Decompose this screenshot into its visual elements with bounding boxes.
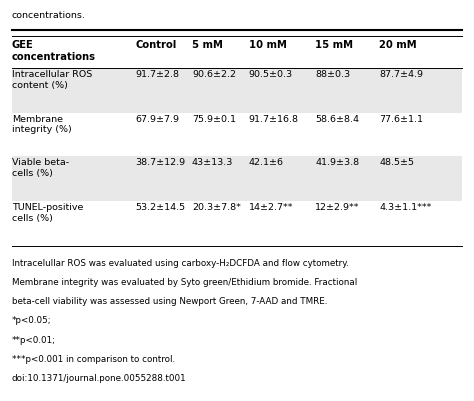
Text: 75.9±0.1: 75.9±0.1 — [192, 115, 236, 124]
Text: GEE
concentrations: GEE concentrations — [12, 40, 96, 62]
Text: **p<0.01;: **p<0.01; — [12, 336, 56, 344]
Text: 87.7±4.9: 87.7±4.9 — [379, 70, 423, 79]
Text: 53.2±14.5: 53.2±14.5 — [135, 203, 185, 212]
Text: Intracellular ROS
content (%): Intracellular ROS content (%) — [12, 70, 92, 89]
Text: Membrane integrity was evaluated by Syto green/Ethidium bromide. Fractional: Membrane integrity was evaluated by Syto… — [12, 278, 357, 287]
Text: 41.9±3.8: 41.9±3.8 — [315, 158, 359, 167]
Text: 42.1±6: 42.1±6 — [249, 158, 284, 167]
Text: concentrations.: concentrations. — [12, 11, 86, 20]
Text: 10 mM: 10 mM — [249, 40, 287, 50]
Text: 12±2.9**: 12±2.9** — [315, 203, 360, 212]
Text: 88±0.3: 88±0.3 — [315, 70, 350, 79]
Text: beta-cell viability was assessed using Newport Green, 7-AAD and TMRE.: beta-cell viability was assessed using N… — [12, 297, 327, 306]
Text: 90.5±0.3: 90.5±0.3 — [249, 70, 293, 79]
Text: Intracelullar ROS was evaluated using carboxy-H₂DCFDA and flow cytometry.: Intracelullar ROS was evaluated using ca… — [12, 259, 348, 267]
Text: 20.3±7.8*: 20.3±7.8* — [192, 203, 241, 212]
Text: 90.6±2.2: 90.6±2.2 — [192, 70, 236, 79]
Text: Control: Control — [135, 40, 176, 50]
Text: 15 mM: 15 mM — [315, 40, 353, 50]
Text: 91.7±16.8: 91.7±16.8 — [249, 115, 299, 124]
Text: 77.6±1.1: 77.6±1.1 — [379, 115, 423, 124]
Text: TUNEL-positive
cells (%): TUNEL-positive cells (%) — [12, 203, 83, 223]
Text: 48.5±5: 48.5±5 — [379, 158, 414, 167]
Text: 5 mM: 5 mM — [192, 40, 223, 50]
Text: 91.7±2.8: 91.7±2.8 — [135, 70, 179, 79]
Text: 38.7±12.9: 38.7±12.9 — [135, 158, 185, 167]
Text: 4.3±1.1***: 4.3±1.1*** — [379, 203, 431, 212]
Text: 43±13.3: 43±13.3 — [192, 158, 233, 167]
Text: 20 mM: 20 mM — [379, 40, 417, 50]
Text: 14±2.7**: 14±2.7** — [249, 203, 293, 212]
Text: doi:10.1371/journal.pone.0055288.t001: doi:10.1371/journal.pone.0055288.t001 — [12, 374, 186, 383]
Text: *p<0.05;: *p<0.05; — [12, 316, 52, 325]
Text: 58.6±8.4: 58.6±8.4 — [315, 115, 359, 124]
Text: Viable beta-
cells (%): Viable beta- cells (%) — [12, 158, 69, 178]
Text: 67.9±7.9: 67.9±7.9 — [135, 115, 179, 124]
Text: ***p<0.001 in comparison to control.: ***p<0.001 in comparison to control. — [12, 355, 175, 364]
Text: Membrane
integrity (%): Membrane integrity (%) — [12, 115, 72, 134]
